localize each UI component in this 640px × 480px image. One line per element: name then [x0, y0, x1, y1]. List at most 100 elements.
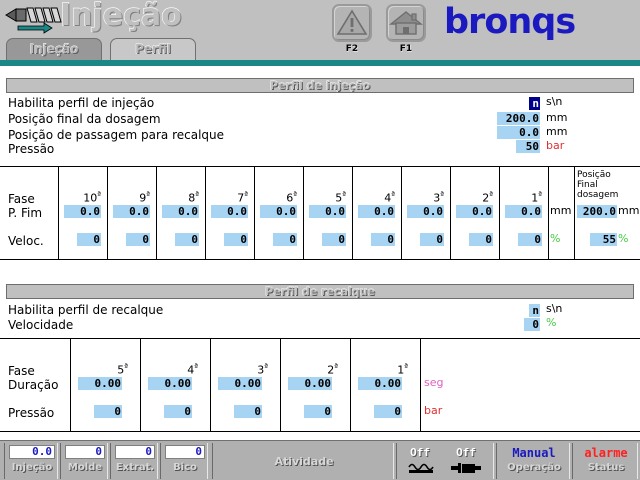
- status-caption-injecao: Injeção: [11, 462, 53, 473]
- field-phase-pressure[interactable]: 0: [374, 405, 402, 418]
- tab-perfil[interactable]: Perfil: [110, 38, 196, 60]
- field-habilita-perfil-recalque[interactable]: n: [529, 304, 540, 317]
- field-velocidade-recalque[interactable]: 0: [524, 318, 540, 331]
- status-caption-extrator: Extrat.: [115, 462, 155, 473]
- status-cell-bico[interactable]: 0 Bico: [160, 443, 208, 479]
- status-value-bico: 0: [165, 445, 205, 459]
- unit-posicao-final: mm: [546, 111, 568, 124]
- field-final-dosage-velocity[interactable]: 55: [590, 233, 617, 246]
- phase-header: 1ª: [397, 362, 408, 377]
- field-phase-velocity[interactable]: 0: [518, 233, 542, 246]
- table-column-divider: [350, 338, 351, 431]
- field-phase-velocity[interactable]: 0: [322, 233, 346, 246]
- status-value-molde: 0: [65, 445, 105, 459]
- field-phase-pressure[interactable]: 0: [234, 405, 262, 418]
- table-column-divider: [254, 166, 255, 259]
- field-phase-velocity[interactable]: 0: [371, 233, 395, 246]
- unit-pressao-injecao: bar: [546, 139, 565, 152]
- row-label-fase: Fase: [8, 192, 35, 206]
- final-column-title-1: Posição: [577, 170, 611, 180]
- table-column-divider: [140, 338, 141, 431]
- motor-state: Off: [456, 446, 476, 459]
- section-header-injecao: Perfil de injeção: [6, 78, 634, 93]
- status-cell-outputs[interactable]: Off Off: [396, 443, 494, 479]
- table-column-divider: [210, 338, 211, 431]
- alarm-status-caption: Status: [587, 462, 625, 473]
- unit-habilita-injecao: s\n: [546, 95, 563, 108]
- field-phase-pressure[interactable]: 0: [304, 405, 332, 418]
- field-phase-end-position[interactable]: 0.0: [113, 205, 150, 218]
- field-phase-velocity[interactable]: 0: [273, 233, 297, 246]
- f1-button[interactable]: [386, 4, 426, 42]
- status-cell-extrator[interactable]: 0 Extrat.: [110, 443, 158, 479]
- field-phase-duration[interactable]: 0.00: [78, 377, 122, 390]
- field-final-dosage-position[interactable]: 200.0: [577, 205, 617, 218]
- field-phase-duration[interactable]: 0.00: [218, 377, 262, 390]
- tab-injecao[interactable]: Injeção: [6, 38, 102, 60]
- field-pressao-injecao[interactable]: 50: [516, 140, 540, 153]
- operation-mode-caption: Operação: [507, 462, 561, 473]
- motor-pump-icon: [451, 463, 481, 473]
- unit-final-dosage-position: mm: [618, 204, 640, 217]
- phase-header: 4ª: [384, 190, 395, 205]
- status-cell-molde[interactable]: 0 Molde: [60, 443, 108, 479]
- unit-velocidade-recalque: %: [546, 316, 557, 329]
- phase-header: 3ª: [433, 190, 444, 205]
- final-column-divider: [574, 166, 575, 259]
- field-phase-end-position[interactable]: 0.0: [260, 205, 297, 218]
- injection-screw-icon: [5, 7, 62, 34]
- f1-label: F1: [399, 44, 413, 54]
- unit-final-dosage-velocity: %: [618, 232, 629, 245]
- phase-header: 6ª: [286, 190, 297, 205]
- field-phase-end-position[interactable]: 0.0: [505, 205, 542, 218]
- warning-triangle-icon: [336, 9, 368, 35]
- injection-phase-table: Fase P. Fim Veloc. 10ª 0.0 0 9ª 0.0 0 8ª 0.0 0 7ª…: [0, 166, 640, 260]
- brand-logo: bronqs: [444, 2, 576, 42]
- field-phase-end-position[interactable]: 0.0: [358, 205, 395, 218]
- field-posicao-final-dosagem[interactable]: 200.0: [497, 112, 540, 125]
- field-phase-end-position[interactable]: 0.0: [407, 205, 444, 218]
- field-phase-duration[interactable]: 0.00: [358, 377, 402, 390]
- field-phase-velocity[interactable]: 0: [420, 233, 444, 246]
- field-phase-pressure[interactable]: 0: [164, 405, 192, 418]
- field-phase-velocity[interactable]: 0: [126, 233, 150, 246]
- status-cell-atividade[interactable]: Atividade: [212, 443, 394, 479]
- status-cell-injecao[interactable]: 0.0 Injeção: [4, 443, 58, 479]
- page-title: Injeção: [59, 0, 182, 34]
- status-cell-operacao[interactable]: Manual Operação: [496, 443, 570, 479]
- field-phase-velocity[interactable]: 0: [77, 233, 101, 246]
- param-label-habilita-recalque: Habilita perfil de recalque: [8, 303, 164, 317]
- field-phase-duration[interactable]: 0.00: [148, 377, 192, 390]
- field-phase-velocity[interactable]: 0: [469, 233, 493, 246]
- table-column-divider: [401, 166, 402, 259]
- field-habilita-perfil-injecao[interactable]: n: [529, 97, 540, 110]
- phase-header: 4ª: [187, 362, 198, 377]
- phase-header: 7ª: [237, 190, 248, 205]
- field-phase-velocity[interactable]: 0: [175, 233, 199, 246]
- heater-icon: [408, 463, 434, 473]
- phase-header: 8ª: [188, 190, 199, 205]
- field-phase-end-position[interactable]: 0.0: [456, 205, 493, 218]
- row-label-duracao: Duração: [8, 378, 59, 392]
- param-label-posicao-final: Posição final da dosagem: [8, 112, 161, 126]
- phase-header: 2ª: [482, 190, 493, 205]
- f2-button[interactable]: [332, 4, 372, 42]
- field-phase-end-position[interactable]: 0.0: [162, 205, 199, 218]
- unit-phase-velocity: %: [550, 232, 561, 245]
- field-phase-pressure[interactable]: 0: [94, 405, 122, 418]
- field-phase-duration[interactable]: 0.00: [288, 377, 332, 390]
- field-phase-end-position[interactable]: 0.0: [309, 205, 346, 218]
- unit-phase-pressure: bar: [424, 404, 443, 417]
- table-column-divider: [352, 166, 353, 259]
- field-phase-end-position[interactable]: 0.0: [64, 205, 101, 218]
- row-label-fase-recalque: Fase: [8, 364, 35, 378]
- final-column-title-2: Final: [577, 180, 598, 190]
- field-posicao-passagem-recalque[interactable]: 0.0: [497, 126, 540, 139]
- table-column-divider: [303, 166, 304, 259]
- field-phase-velocity[interactable]: 0: [224, 233, 248, 246]
- status-cell-alarme[interactable]: alarme Status: [572, 443, 638, 479]
- heater-state: Off: [410, 446, 430, 459]
- operation-mode-value: Manual: [512, 446, 556, 460]
- field-phase-end-position[interactable]: 0.0: [211, 205, 248, 218]
- status-value-injecao: 0.0: [9, 445, 55, 459]
